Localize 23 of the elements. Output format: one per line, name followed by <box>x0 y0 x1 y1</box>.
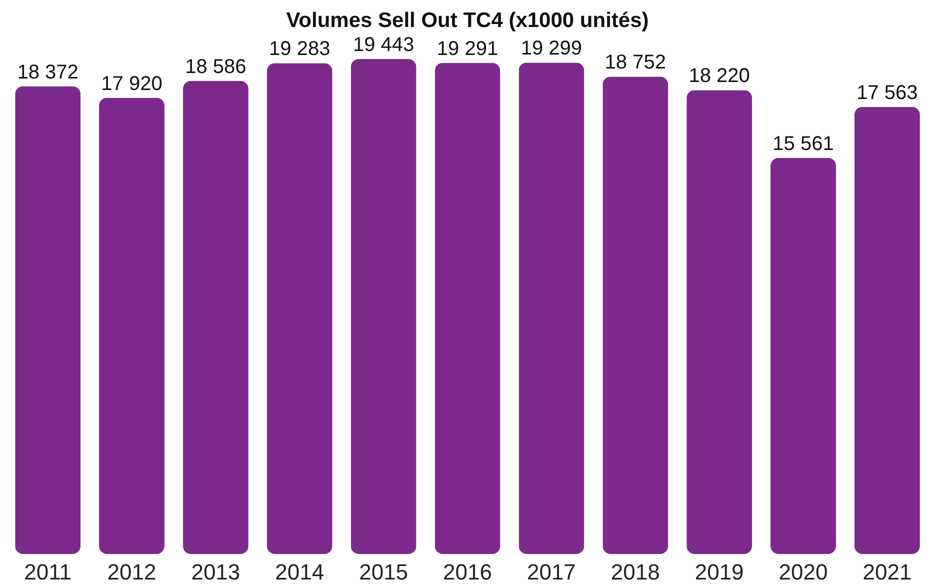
data-label: 19 291 <box>436 38 498 60</box>
data-label: 18 372 <box>17 61 78 84</box>
data-label: 19 443 <box>352 34 414 56</box>
x-tick-label: 2012 <box>107 560 156 584</box>
x-tick-label: 2020 <box>778 560 828 584</box>
x-tick-label: 2014 <box>275 560 324 584</box>
x-tick-label: 2013 <box>191 560 240 584</box>
x-tick-label: 2019 <box>694 560 744 584</box>
data-label: 17 563 <box>856 82 918 104</box>
data-label: 19 283 <box>269 38 330 60</box>
data-label: 19 299 <box>520 38 582 60</box>
chart-title: Volumes Sell Out TC4 (x1000 unités) <box>286 9 649 32</box>
data-label: 15 561 <box>772 132 834 155</box>
x-tick-label: 2018 <box>610 560 660 584</box>
x-tick-label: 2015 <box>359 560 408 584</box>
data-label: 18 586 <box>185 56 246 78</box>
data-label: 18 752 <box>604 52 666 74</box>
data-label: 18 220 <box>688 65 750 88</box>
data-label: 17 920 <box>101 72 162 95</box>
x-tick-label: 2021 <box>862 560 912 584</box>
x-tick-label: 2011 <box>24 560 72 584</box>
x-tick-label: 2017 <box>526 560 576 584</box>
x-tick-label: 2016 <box>443 560 492 584</box>
